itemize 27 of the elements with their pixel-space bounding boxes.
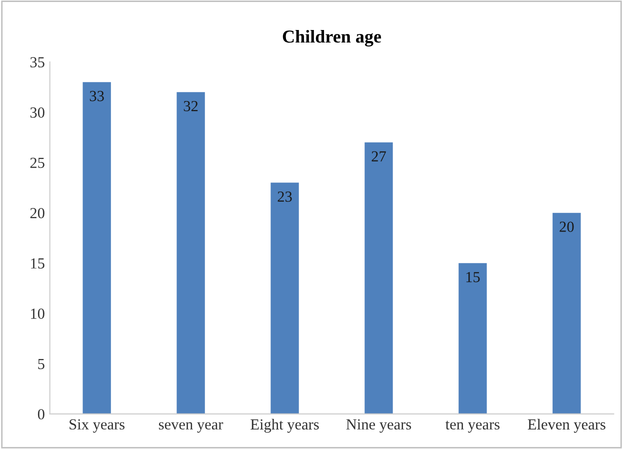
bar [552,212,581,414]
bar [458,263,487,414]
y-tick-label: 20 [30,208,44,218]
bar [176,92,205,414]
data-label: 20 [560,222,574,232]
data-label: 32 [184,100,198,112]
x-tick-label: seven year [158,422,224,433]
data-label: 27 [372,151,386,162]
x-tick-label: ten years [445,420,500,433]
y-tick-label: 25 [30,158,44,168]
chart-title: Children age [282,30,382,47]
x-tick-label: Eleven years [528,418,606,433]
x-tick-label: Eight years [250,418,319,433]
y-tick-label: 15 [31,258,44,269]
data-label: 15 [466,272,480,282]
data-label: 33 [90,90,104,102]
y-tick-label: 5 [38,358,44,370]
data-label: 23 [278,192,292,202]
y-tick-label: 0 [38,409,44,420]
bar [82,82,111,414]
x-tick-label: Six years [70,419,124,433]
y-tick-label: 35 [30,57,44,68]
y-tick-label: 10 [31,308,44,319]
y-tick-label: 30 [30,107,44,118]
x-tick-label: Nine years [346,419,412,433]
bar [270,182,299,414]
bar [364,142,393,414]
